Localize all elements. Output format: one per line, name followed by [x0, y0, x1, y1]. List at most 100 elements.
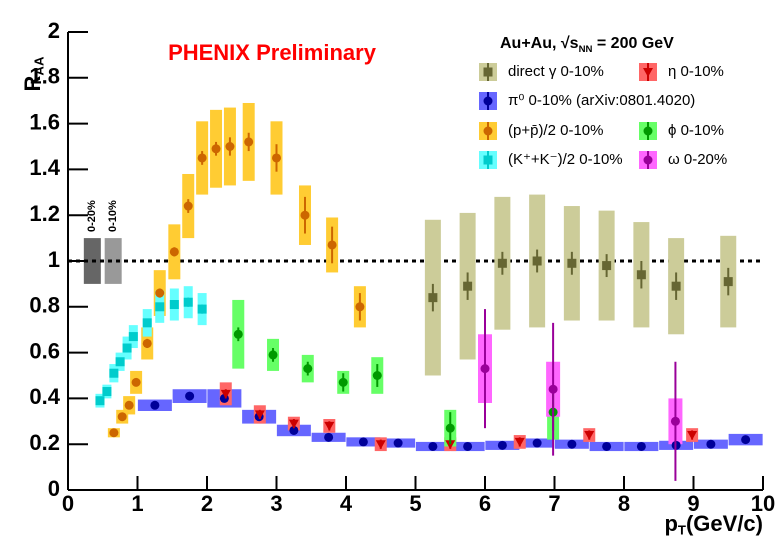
marker	[142, 338, 152, 348]
legend-label: η 0-10%	[668, 63, 724, 80]
marker	[233, 329, 243, 339]
marker	[244, 137, 254, 147]
text-part: AA	[32, 56, 47, 76]
rich-text: Au+Au, √sNN = 200 GeV	[500, 35, 674, 54]
marker	[150, 400, 160, 410]
marker	[723, 277, 733, 287]
legend-marker	[483, 155, 493, 165]
marker	[303, 364, 313, 374]
rich-text: pT(GeV/c)	[664, 511, 763, 538]
x-tick-label: 7	[548, 491, 560, 516]
marker	[327, 240, 337, 250]
marker	[268, 350, 278, 360]
marker	[497, 258, 507, 268]
marker	[109, 368, 119, 378]
marker	[183, 201, 193, 211]
y-tick-label: 1.4	[29, 155, 60, 180]
x-tick-label: 8	[618, 491, 630, 516]
legend-marker	[483, 126, 493, 136]
marker	[636, 270, 646, 280]
global-uncertainty-box	[104, 238, 122, 284]
legend-label: ω 0-20%	[668, 151, 727, 168]
marker	[142, 318, 152, 328]
x-tick-label: 5	[409, 491, 421, 516]
y-tick-label: 0.4	[29, 384, 60, 409]
marker	[300, 210, 310, 220]
marker	[671, 281, 681, 291]
x-tick-label: 4	[340, 491, 353, 516]
legend-label: π⁰ 0-10% (arXiv:0801.4020)	[508, 92, 695, 109]
legend-marker	[643, 68, 653, 77]
rich-text: RAA	[20, 56, 47, 91]
marker	[480, 364, 490, 374]
x-tick-label: 10	[751, 491, 775, 516]
marker	[117, 412, 127, 422]
marker	[289, 425, 299, 435]
marker	[532, 438, 542, 448]
marker	[602, 261, 612, 271]
marker	[338, 377, 348, 387]
marker	[463, 281, 473, 291]
marker	[211, 144, 221, 154]
marker	[741, 435, 751, 445]
marker	[169, 247, 179, 257]
marker	[532, 256, 542, 266]
y-tick-label: 1	[48, 247, 60, 272]
global-uncertainty-label: 0-10%	[107, 200, 119, 232]
marker	[324, 432, 334, 442]
x-tick-label: 2	[201, 491, 213, 516]
global-uncertainty-label: 0-20%	[86, 200, 98, 232]
legend-marker	[483, 96, 493, 106]
marker	[687, 431, 698, 441]
chart-title: PHENIX Preliminary	[168, 40, 377, 65]
marker	[225, 142, 235, 151]
legend-label: ϕ 0-10%	[668, 122, 724, 139]
legend-marker	[483, 67, 493, 77]
marker	[670, 416, 680, 426]
marker	[131, 377, 141, 387]
marker	[220, 389, 231, 399]
y-tick-label: 1.6	[29, 109, 60, 134]
x-tick-label: 3	[270, 491, 282, 516]
marker	[636, 441, 646, 451]
marker	[272, 153, 281, 163]
legend-label: (K⁺+K⁻)/2 0-10%	[508, 151, 623, 168]
marker	[497, 440, 507, 450]
marker	[706, 439, 716, 449]
marker	[128, 332, 138, 342]
marker	[358, 437, 368, 447]
marker	[95, 396, 105, 406]
text-part: (GeV/c)	[686, 511, 763, 536]
marker	[254, 410, 265, 420]
marker	[155, 288, 165, 298]
marker	[197, 304, 207, 314]
text-part: NN	[579, 43, 593, 54]
marker	[102, 387, 112, 397]
text-part: R	[20, 75, 45, 91]
marker	[183, 297, 193, 307]
x-tick-label: 6	[479, 491, 491, 516]
text-part: Au+Au, √s	[500, 35, 579, 52]
marker	[584, 431, 595, 441]
marker	[124, 400, 134, 410]
marker	[324, 421, 335, 431]
text-part: T	[678, 523, 686, 538]
legend-label: (p+p̄)/2 0-10%	[508, 122, 603, 139]
marker	[463, 441, 473, 451]
marker	[372, 371, 382, 380]
marker	[375, 440, 386, 450]
marker	[514, 437, 525, 447]
marker	[155, 302, 165, 312]
y-tick-label: 0.6	[29, 338, 60, 363]
y-tick-label: 1.8	[29, 64, 60, 89]
y-tick-label: 0.2	[29, 430, 60, 455]
x-tick-label: 1	[131, 491, 143, 516]
x-tick-label: 0	[62, 491, 74, 516]
marker	[393, 438, 403, 448]
marker	[445, 423, 455, 433]
marker	[115, 357, 125, 367]
marker	[355, 302, 365, 312]
marker	[428, 441, 438, 451]
marker	[602, 441, 612, 451]
